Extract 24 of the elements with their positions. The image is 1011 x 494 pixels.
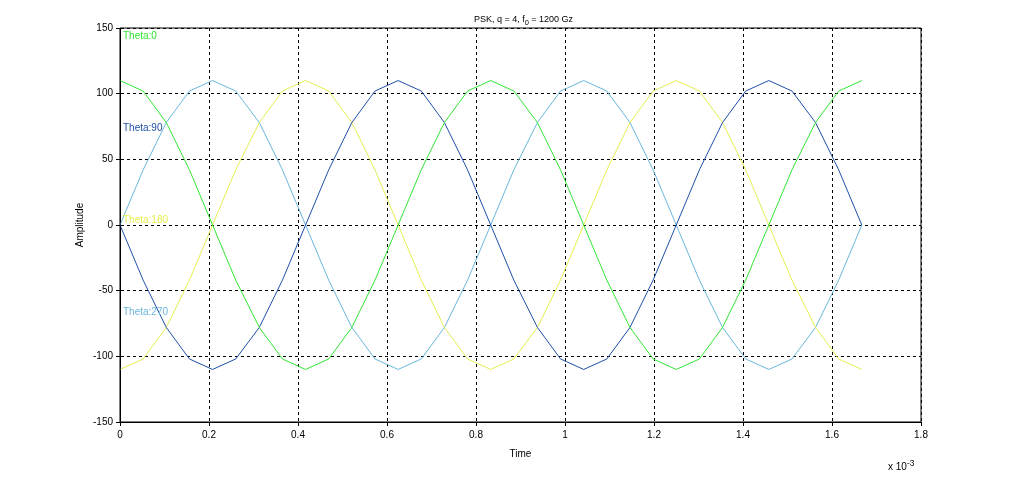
text: x 10$^{-3}$ — [888, 458, 915, 473]
x-tick-label: 0.8 — [469, 428, 484, 440]
y-tick-label: 0 — [107, 218, 114, 230]
x-tick-label: 0.6 — [380, 428, 395, 440]
y-tick-label: -150 — [93, 415, 114, 427]
x-axis-title: Time — [509, 447, 532, 459]
x-tick-label: 1.2 — [647, 428, 662, 440]
x-tick-label: 1 — [562, 428, 569, 440]
y-tick-label: -50 — [98, 284, 114, 296]
y-tick-label: 100 — [96, 87, 114, 99]
text: Theta:0 — [123, 29, 158, 41]
chart-title: PSK, q = 4, f$_{0}$ = 1200 Gz — [472, 14, 575, 27]
x-tick-label: 1.4 — [736, 428, 751, 440]
y-tick-label: 150 — [96, 21, 114, 33]
y-axis-title: Amplitude — [73, 202, 85, 248]
text: Theta:90 — [123, 121, 163, 133]
y-tick-label: 50 — [101, 153, 114, 165]
y-tick-label: -100 — [93, 350, 114, 362]
text: Theta:180 — [123, 213, 169, 225]
x-tick-label: 1.8 — [914, 428, 929, 440]
x-tick-label: 0.4 — [291, 428, 306, 440]
x-tick-label: 0 — [117, 428, 124, 440]
x-tick-label: 0.2 — [202, 428, 217, 440]
x-tick-label: 1.6 — [825, 428, 840, 440]
